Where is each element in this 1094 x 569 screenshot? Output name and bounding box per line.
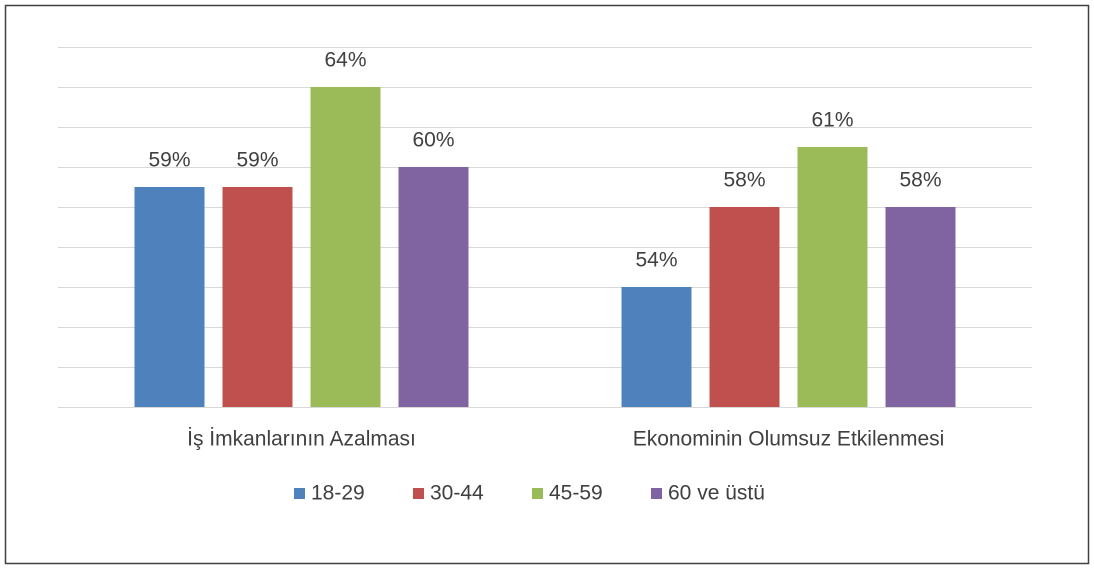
bar [885, 207, 956, 407]
legend-label: 60 ve üstü [668, 482, 765, 505]
data-label: 54% [635, 249, 677, 272]
legend-label: 18-29 [311, 482, 365, 505]
bar [797, 147, 868, 407]
legend-swatch [413, 488, 424, 499]
data-label: 59% [236, 149, 278, 172]
legend-swatch [294, 488, 305, 499]
bar [310, 87, 381, 407]
x-tick-label: Ekonominin Olumsuz Etkilenmesi [633, 428, 945, 451]
bar [134, 187, 205, 407]
data-label: 58% [723, 169, 765, 192]
bar [222, 187, 293, 407]
bar [398, 167, 469, 407]
data-label: 64% [324, 49, 366, 72]
legend-label: 45-59 [549, 482, 603, 505]
legend-label: 30-44 [430, 482, 484, 505]
legend-swatch [532, 488, 543, 499]
bar [621, 287, 692, 407]
legend-swatch [651, 488, 662, 499]
data-label: 60% [412, 129, 454, 152]
bar [709, 207, 780, 407]
data-label: 61% [811, 109, 853, 132]
data-label: 59% [148, 149, 190, 172]
data-label: 58% [899, 169, 941, 192]
x-tick-label: İş İmkanlarının Azalması [187, 428, 416, 451]
